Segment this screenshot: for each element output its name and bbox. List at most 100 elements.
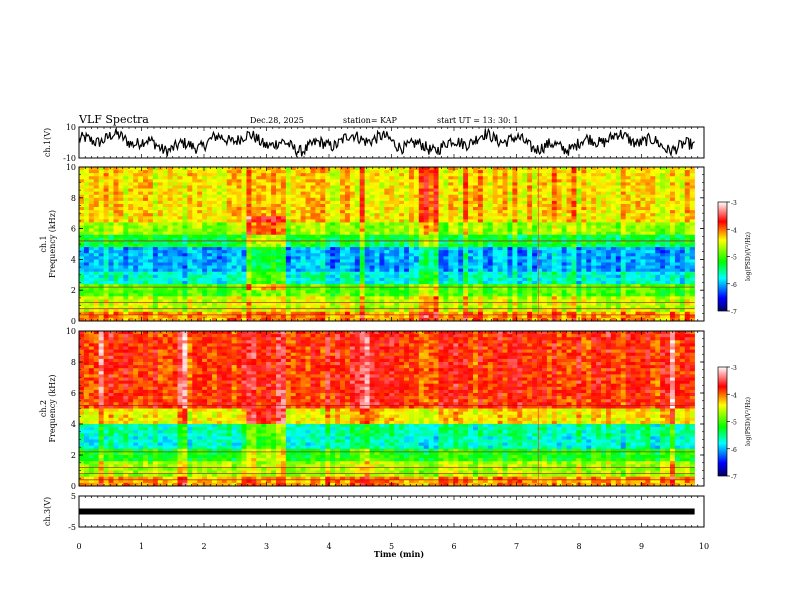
spectrogram-cell	[418, 182, 425, 186]
spectrogram-cell	[369, 167, 375, 171]
spectrogram-cell	[344, 262, 351, 266]
spectrogram-cell	[468, 167, 474, 171]
spectrogram-cell	[418, 222, 425, 226]
spectrogram-cell	[256, 176, 262, 180]
spectrogram-cell	[650, 179, 656, 183]
spectrogram-cell	[211, 274, 218, 279]
spectrogram-cell	[236, 253, 242, 257]
spectrogram-cell	[477, 179, 484, 183]
spectrogram-cell	[428, 210, 434, 214]
spectrogram-cell	[428, 185, 434, 189]
spectrogram-cell	[197, 197, 203, 202]
spectrogram-cell	[679, 203, 686, 208]
spectrogram-cell	[384, 167, 390, 171]
spectrogram-cell	[202, 210, 208, 214]
spectrogram-cell	[482, 277, 489, 282]
spectrogram-cell	[276, 268, 282, 273]
spectrogram-cell	[551, 240, 558, 245]
spectrogram-cell	[152, 231, 159, 236]
spectrogram-cell	[665, 222, 671, 226]
spectrogram-cell	[413, 265, 420, 269]
spectrogram-cell	[167, 188, 173, 192]
spectrogram-cell	[118, 259, 124, 263]
spectrogram-cell	[443, 225, 449, 229]
spectrogram-cell	[349, 247, 356, 251]
spectrogram-cell	[152, 200, 159, 205]
spectrogram-cell	[305, 170, 311, 174]
spectrogram-cell	[221, 259, 228, 263]
spectrogram-cell	[118, 256, 124, 260]
spectrogram-cell	[438, 247, 444, 251]
spectrogram-cell	[300, 274, 306, 279]
spectrogram-cell	[266, 194, 272, 199]
spectrogram-cell	[93, 188, 99, 192]
spectrogram-cell	[601, 253, 607, 257]
spectrogram-cell	[615, 179, 622, 183]
spectrogram-cell	[246, 167, 252, 171]
spectrogram-cell	[295, 274, 301, 279]
spectrogram-cell	[428, 250, 434, 254]
spectrogram-cell	[635, 207, 641, 211]
spectrogram-cell	[384, 280, 390, 285]
spectrogram-cell	[443, 277, 449, 282]
spectrogram-cell	[143, 207, 149, 211]
spectrogram-cell	[527, 197, 533, 202]
spectrogram-cell	[108, 240, 114, 245]
spectrogram-cell	[497, 170, 503, 174]
spectrogram-cell	[349, 268, 356, 273]
spectrogram-cell	[650, 200, 656, 205]
spectrogram-cell	[83, 284, 90, 288]
spectrogram-cell	[463, 222, 469, 226]
spectrogram-cell	[384, 274, 390, 279]
spectrogram-cell	[300, 188, 306, 192]
spectrogram-cell	[660, 237, 666, 242]
spectrogram-cell	[468, 271, 474, 276]
spectrogram-cell	[502, 277, 508, 282]
spectrogram-cell	[625, 237, 631, 242]
spectrogram-cell	[359, 188, 365, 192]
spectrogram-cell	[236, 250, 242, 254]
spectrogram-cell	[216, 274, 223, 279]
spectrogram-cell	[640, 213, 646, 217]
spectrogram-cell	[497, 185, 503, 189]
spectrogram-cell	[300, 240, 306, 245]
spectrogram-cell	[586, 213, 592, 217]
spectrogram-cell	[157, 185, 164, 189]
spectrogram-cell	[187, 197, 193, 202]
spectrogram-cell	[330, 234, 336, 239]
spectrogram-cell	[576, 240, 582, 245]
spectrogram-cell	[389, 228, 395, 232]
spectrogram-cell	[655, 222, 661, 226]
spectrogram-cell	[162, 176, 168, 180]
spectrogram-cell	[354, 176, 361, 180]
spectrogram-cell	[586, 256, 592, 260]
spectrogram-cell	[133, 237, 139, 242]
spectrogram-cell	[167, 274, 173, 279]
spectrogram-cell	[113, 173, 119, 177]
spectrogram-cell	[192, 179, 198, 183]
spectrogram-cell	[625, 274, 631, 279]
spectrogram-cell	[674, 216, 681, 220]
spectrogram-cell	[241, 182, 247, 186]
spectrogram-cell	[344, 182, 351, 186]
spectrogram-cell	[546, 179, 553, 183]
spectrogram-cell	[344, 188, 351, 192]
spectrogram-cell	[147, 274, 154, 279]
spectrogram-cell	[271, 197, 277, 202]
spectrogram-cell	[679, 244, 686, 248]
spectrogram-cell	[349, 222, 356, 226]
spectrogram-cell	[428, 271, 434, 276]
spectrogram-cell	[325, 182, 331, 186]
spectrogram-cell	[359, 244, 365, 248]
spectrogram-cell	[610, 170, 617, 174]
spectrogram-cell	[211, 219, 218, 223]
spectrogram-cell	[88, 182, 95, 186]
spectrogram-cell	[620, 176, 626, 180]
spectrogram-cell	[527, 200, 533, 205]
spectrogram-cell	[556, 256, 562, 260]
spectrogram-cell	[172, 182, 178, 186]
spectrogram-cell	[532, 240, 538, 245]
spectrogram-cell	[551, 188, 558, 192]
spectrogram-cell	[88, 203, 95, 208]
spectrogram-cell	[211, 191, 218, 196]
